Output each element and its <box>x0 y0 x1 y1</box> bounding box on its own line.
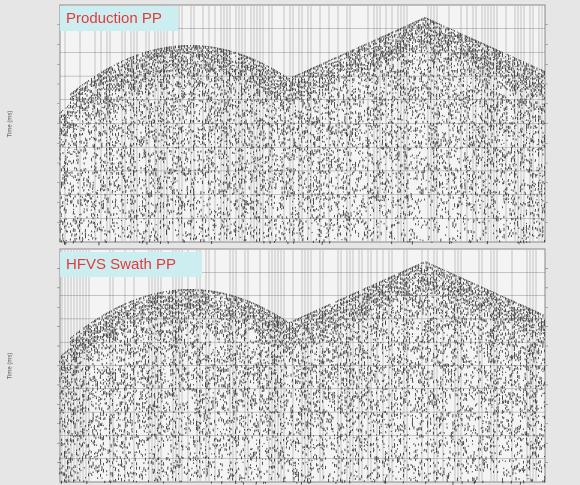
y-axis-label: Time (ms) <box>8 111 14 138</box>
panel-title: Production PP <box>66 10 162 27</box>
grid-lines <box>60 28 545 219</box>
axis-ticks <box>57 24 548 223</box>
axis-ticks <box>57 268 548 463</box>
seismic-events <box>59 261 546 485</box>
seismic-events <box>59 17 546 246</box>
panel-title: HFVS Swath PP <box>66 256 176 273</box>
panel <box>57 248 548 485</box>
panel <box>57 4 548 246</box>
y-axis-label: Time (ms) <box>8 353 14 380</box>
labels: Time (ms) Time (ms) Production PP HFVS S… <box>8 6 202 379</box>
grid-lines <box>60 272 545 459</box>
title-box <box>60 252 202 277</box>
title-box <box>60 6 178 31</box>
